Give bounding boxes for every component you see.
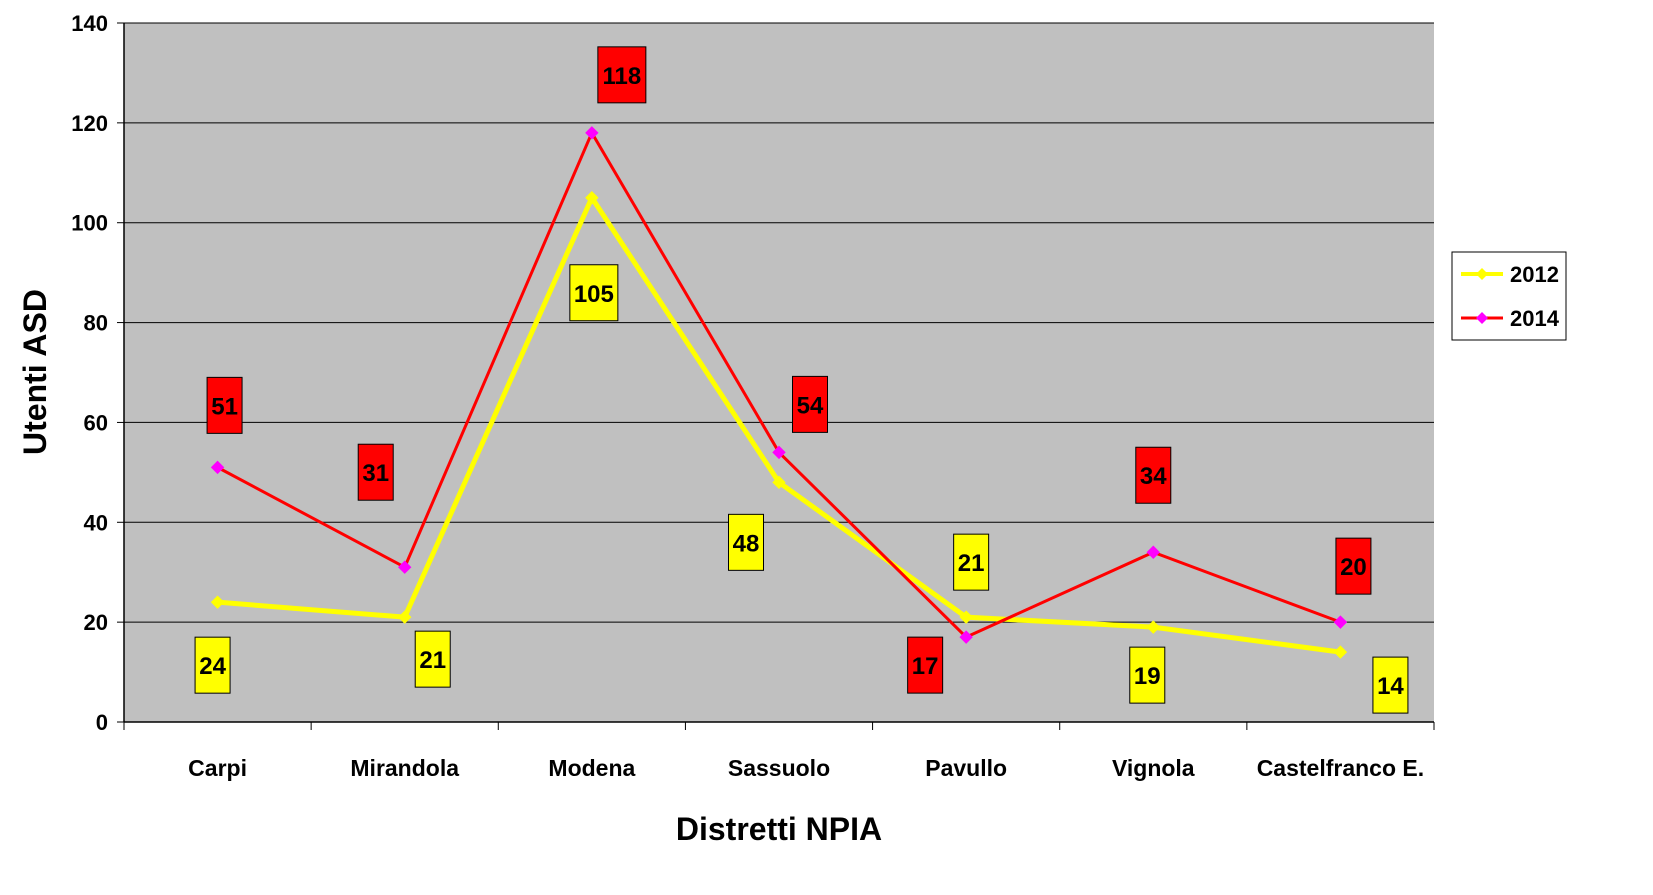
data-label-box <box>953 533 990 591</box>
gridlines <box>124 22 1434 623</box>
x-tick-label: Castelfranco E. <box>1257 755 1424 781</box>
data-point <box>1146 545 1160 559</box>
y-tick-label: 80 <box>84 311 108 336</box>
data-point <box>210 595 225 609</box>
data-label-box <box>569 264 619 322</box>
data-label: 24 <box>199 653 226 680</box>
data-label-box <box>1135 446 1172 504</box>
x-tick-label: Sassuolo <box>728 755 830 781</box>
data-label: 19 <box>1134 663 1161 690</box>
series-lines <box>210 126 1348 659</box>
data-point <box>772 475 786 490</box>
data-label: 17 <box>912 653 939 680</box>
legend-swatch-marker <box>1476 268 1488 280</box>
data-label: 14 <box>1377 673 1404 700</box>
data-label: 31 <box>362 460 389 487</box>
data-label-box <box>792 375 828 433</box>
y-axis-title: Utenti ASD <box>17 289 53 455</box>
data-label: 105 <box>574 281 614 308</box>
data-label: 51 <box>211 393 238 420</box>
data-label: 54 <box>797 392 824 419</box>
data-label: 34 <box>1140 463 1167 490</box>
x-tick-label: Carpi <box>188 755 247 781</box>
y-tick-label: 60 <box>84 410 108 435</box>
data-labels: 24 21 105 48 21 19 14 51 31 118 54 17 34 20 <box>194 46 1409 714</box>
data-label: 21 <box>958 550 985 577</box>
y-tick-label: 40 <box>84 510 108 535</box>
data-point <box>1333 615 1348 629</box>
data-point <box>1333 645 1348 659</box>
data-label-box <box>597 46 647 104</box>
y-tick-label: 20 <box>84 610 108 635</box>
data-point <box>585 126 599 140</box>
data-label-box <box>1372 656 1409 714</box>
data-point <box>585 191 599 205</box>
legend: 2012 2014 <box>1451 251 1567 341</box>
data-point <box>772 445 786 460</box>
x-axis-title: Distretti NPIA <box>676 811 882 847</box>
data-label-box <box>728 513 764 571</box>
data-label-box <box>357 443 394 501</box>
y-tick-label: 120 <box>71 111 108 136</box>
legend-box <box>1451 251 1567 341</box>
data-point <box>210 460 225 475</box>
x-tick-label: Vignola <box>1112 755 1195 781</box>
data-label-box <box>206 376 243 434</box>
data-label: 48 <box>733 530 760 557</box>
legend-swatch-marker <box>1476 312 1488 324</box>
data-label: 21 <box>419 647 446 674</box>
data-label-box <box>907 636 944 694</box>
y-tick-label: 100 <box>71 211 108 236</box>
data-point <box>398 560 412 574</box>
data-label-box <box>1129 646 1166 704</box>
data-label: 20 <box>1340 554 1367 581</box>
data-point <box>959 610 973 624</box>
data-label-box <box>194 636 231 694</box>
plot-area <box>124 23 1434 722</box>
data-point <box>959 630 973 644</box>
x-tick-label: Modena <box>548 755 635 781</box>
data-label-box <box>414 630 451 688</box>
x-tick-label: Pavullo <box>925 755 1007 781</box>
legend-label: 2014 <box>1510 306 1560 331</box>
x-tick-label: Mirandola <box>350 755 459 781</box>
data-point <box>398 610 412 624</box>
y-tick-label: 0 <box>96 710 108 735</box>
data-label-box <box>1335 537 1372 595</box>
data-point <box>1146 620 1160 634</box>
axes: 0 20 40 60 80 100 120 140 Carpi Mirandola Modena Sa… <box>71 11 1435 781</box>
data-label: 118 <box>602 63 641 90</box>
legend-label: 2012 <box>1510 262 1559 287</box>
y-tick-label: 140 <box>71 11 108 36</box>
